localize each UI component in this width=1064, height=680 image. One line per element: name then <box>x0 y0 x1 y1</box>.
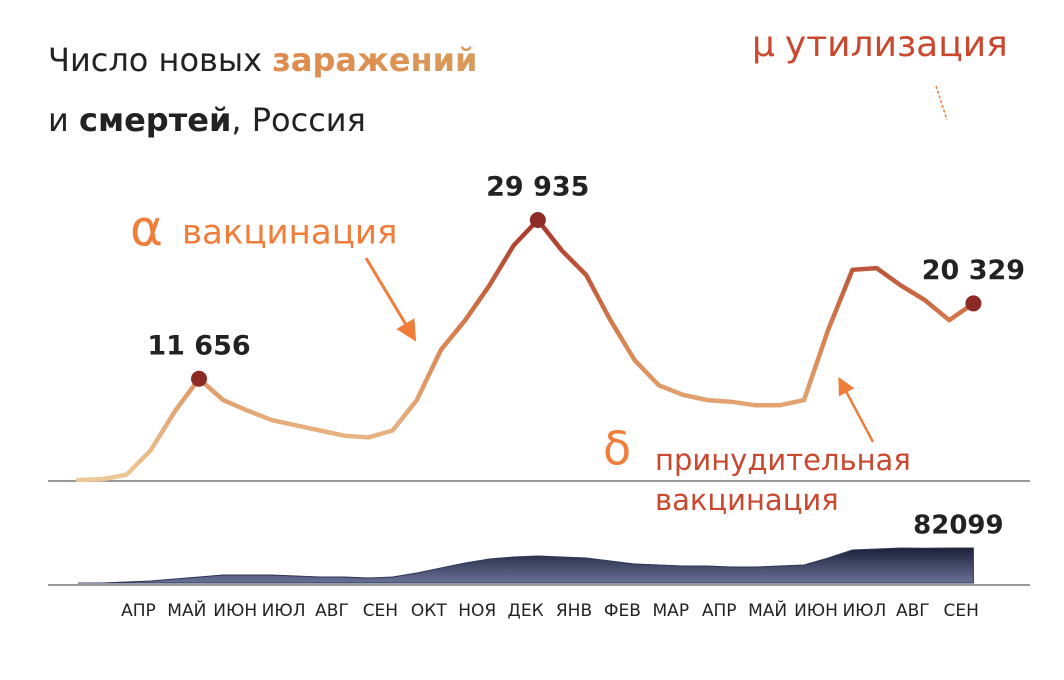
title-line-2: и смертей, Россия <box>48 101 366 139</box>
x-tick-label: МАЙ <box>748 599 787 621</box>
annotation-symbol: δ <box>603 422 631 476</box>
x-tick-label: ОКТ <box>411 601 447 621</box>
x-tick-label: АВГ <box>896 601 930 621</box>
title-line-1: Число новых заражений <box>48 41 477 79</box>
title-part: , Россия <box>231 101 365 139</box>
title-part: и <box>48 101 79 139</box>
annotation-arrow <box>935 85 948 121</box>
data-label: 82099 <box>913 511 1003 541</box>
deaths-area <box>78 547 974 584</box>
data-label: 20 329 <box>922 255 1025 286</box>
x-tick-label: СЕН <box>943 601 978 621</box>
title-part: Число новых <box>48 41 272 79</box>
x-tick-label: МАЙ <box>167 599 206 621</box>
peak-dot <box>191 370 207 387</box>
x-tick-label: СЕН <box>363 601 398 621</box>
x-tick-label: НОЯ <box>458 601 496 621</box>
x-tick-label: АВГ <box>315 601 349 621</box>
annotation-text: вакцинация <box>182 213 397 253</box>
annotation-text: принудительная <box>655 443 911 477</box>
data-label: 11 656 <box>147 330 250 361</box>
peak-dot <box>965 295 982 312</box>
x-tick-label: ЯНВ <box>556 601 592 621</box>
annotation-text: вакцинация <box>655 483 839 517</box>
annotation-text: утилизация <box>785 24 1008 65</box>
x-tick-label: ФЕВ <box>604 601 641 621</box>
annotation-arrow <box>838 376 875 443</box>
x-tick-label: ИЮН <box>213 601 257 621</box>
x-tick-label: ДЕК <box>508 601 544 621</box>
annotation-title: μ утилизация <box>752 24 1008 65</box>
data-label: 29 935 <box>486 172 589 203</box>
annotation-symbol: α <box>130 200 163 258</box>
peak-dot <box>529 212 546 228</box>
title-part: заражений <box>272 41 477 79</box>
x-tick-label: МАР <box>653 601 690 621</box>
annotation-arrow <box>364 257 417 342</box>
title-part: смертей <box>79 101 231 139</box>
x-tick-label: АПР <box>702 601 737 621</box>
x-tick-label: ИЮЛ <box>842 601 886 621</box>
annotation-symbol: μ <box>752 24 775 65</box>
cases-line <box>75 217 976 483</box>
x-tick-label: ИЮЛ <box>262 601 306 621</box>
x-tick-label: АПР <box>121 601 156 621</box>
x-tick-label: ИЮН <box>794 601 838 621</box>
